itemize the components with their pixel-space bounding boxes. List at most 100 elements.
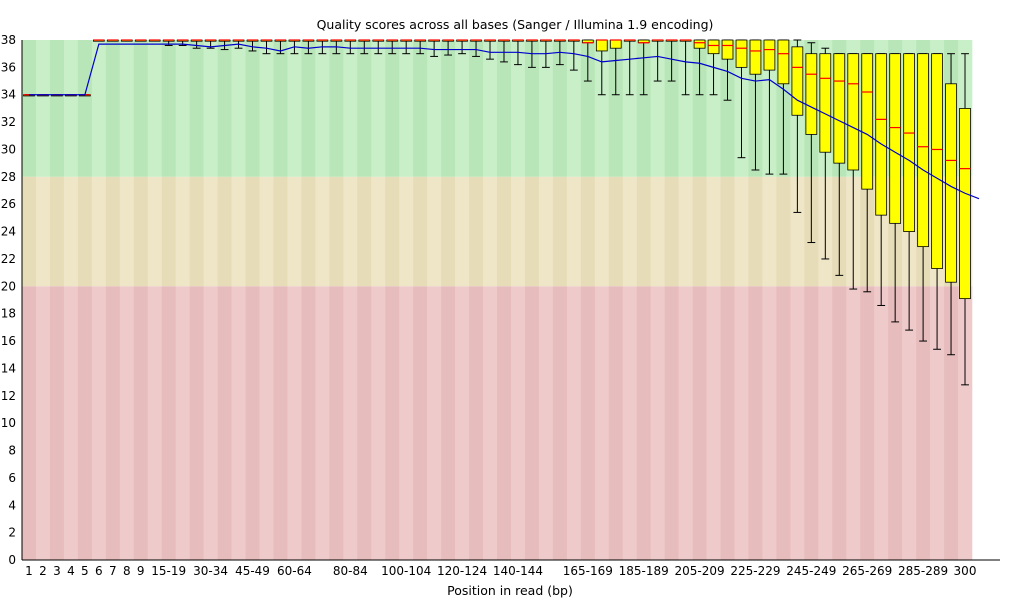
iqr-box xyxy=(791,46,804,116)
box-90-94 xyxy=(372,39,385,55)
box-115-119 xyxy=(442,39,454,56)
zone-stripe xyxy=(469,286,484,560)
zone-stripe xyxy=(483,286,498,560)
zone-stripe xyxy=(399,286,414,560)
zone-stripe xyxy=(580,286,596,560)
x-tick-label: 8 xyxy=(123,564,131,578)
box-120-124 xyxy=(456,39,468,55)
box-280-284 xyxy=(903,53,915,331)
box-155-159 xyxy=(554,39,566,66)
y-tick-label: 20 xyxy=(1,279,16,293)
y-tick-label: 2 xyxy=(8,526,16,540)
y-tick-label: 10 xyxy=(1,416,16,430)
zone-stripe xyxy=(343,176,358,287)
zone-stripe xyxy=(259,40,274,177)
zone-stripe xyxy=(720,40,735,177)
zone-stripe xyxy=(357,286,372,560)
x-tick-label: 205-209 xyxy=(674,564,724,578)
zone-stripe xyxy=(203,176,218,287)
zone-stripe xyxy=(790,286,805,560)
zone-stripe xyxy=(455,176,470,287)
zone-stripe xyxy=(497,40,512,177)
zone-stripe xyxy=(77,40,93,177)
box-7 xyxy=(106,39,119,42)
zone-stripe xyxy=(189,40,204,177)
zone-stripe xyxy=(469,40,484,177)
zone-stripe xyxy=(552,40,568,177)
zone-stripe xyxy=(301,176,316,287)
zone-stripe xyxy=(189,176,204,287)
y-tick-label: 16 xyxy=(1,334,16,348)
zone-stripe xyxy=(49,176,65,287)
zone-stripe xyxy=(594,40,610,177)
box-65-69 xyxy=(302,39,315,55)
iqr-box xyxy=(749,39,762,75)
zone-stripe xyxy=(357,176,372,287)
zone-stripe xyxy=(566,40,582,177)
box-10-14 xyxy=(148,39,161,42)
box-95-99 xyxy=(386,39,399,55)
box-40-44 xyxy=(232,39,245,49)
box-125-129 xyxy=(470,39,482,57)
zone-stripe xyxy=(608,176,624,287)
iqr-box xyxy=(875,53,888,216)
iqr-box xyxy=(959,108,971,300)
zone-stripe xyxy=(455,286,470,560)
zone-stripe xyxy=(245,40,260,177)
zone-stripe xyxy=(455,40,470,177)
box-290-294 xyxy=(931,53,943,350)
zone-stripe xyxy=(650,286,665,560)
zone-stripe xyxy=(287,176,302,287)
iqr-box xyxy=(595,39,608,52)
zone-stripe xyxy=(608,40,624,177)
zone-stripe xyxy=(49,286,65,560)
zone-stripe xyxy=(175,40,190,177)
zone-stripe xyxy=(315,40,330,177)
zone-stripe xyxy=(231,176,246,287)
box-35-39 xyxy=(218,39,231,51)
box-190-194 xyxy=(651,39,664,82)
zone-stripe xyxy=(259,286,274,560)
box-8 xyxy=(120,39,133,42)
box-135-139 xyxy=(498,39,510,63)
zone-stripe xyxy=(413,286,428,560)
zone-stripe xyxy=(175,286,190,560)
y-tick-label: 6 xyxy=(8,471,16,485)
zone-stripe xyxy=(357,40,372,177)
box-160-164 xyxy=(567,39,580,71)
zone-stripe xyxy=(385,286,400,560)
box-45-49 xyxy=(246,39,259,52)
zone-stripe xyxy=(399,40,414,177)
zone-stripe xyxy=(203,40,218,177)
iqr-box xyxy=(763,39,776,71)
box-50-54 xyxy=(260,39,273,55)
x-tick-label: 45-49 xyxy=(235,564,270,578)
x-tick-label: 9 xyxy=(137,564,145,578)
zone-stripe xyxy=(217,286,232,560)
y-tick-label: 4 xyxy=(8,498,16,512)
box-195-199 xyxy=(665,39,678,82)
zone-stripe xyxy=(566,176,582,287)
zone-stripe xyxy=(231,40,246,177)
box-180-184 xyxy=(623,39,636,96)
iqr-box xyxy=(707,39,720,55)
zone-stripe xyxy=(119,286,135,560)
zone-stripe xyxy=(888,286,903,560)
zone-stripe xyxy=(35,176,51,287)
zone-stripe xyxy=(22,40,37,177)
x-tick-label: 2 xyxy=(39,564,47,578)
zone-stripe xyxy=(678,40,693,177)
zone-stripe xyxy=(245,176,260,287)
zone-stripe xyxy=(510,176,526,287)
iqr-box xyxy=(721,39,734,60)
zone-stripe xyxy=(720,176,735,287)
zone-stripe xyxy=(441,40,456,177)
zone-stripe xyxy=(762,176,777,287)
y-tick-label: 38 xyxy=(1,33,16,47)
zone-stripe xyxy=(469,176,484,287)
zone-stripe xyxy=(483,40,498,177)
box-240-244 xyxy=(791,39,804,213)
y-tick-label: 14 xyxy=(1,361,16,375)
mean-quality-line xyxy=(28,43,980,200)
